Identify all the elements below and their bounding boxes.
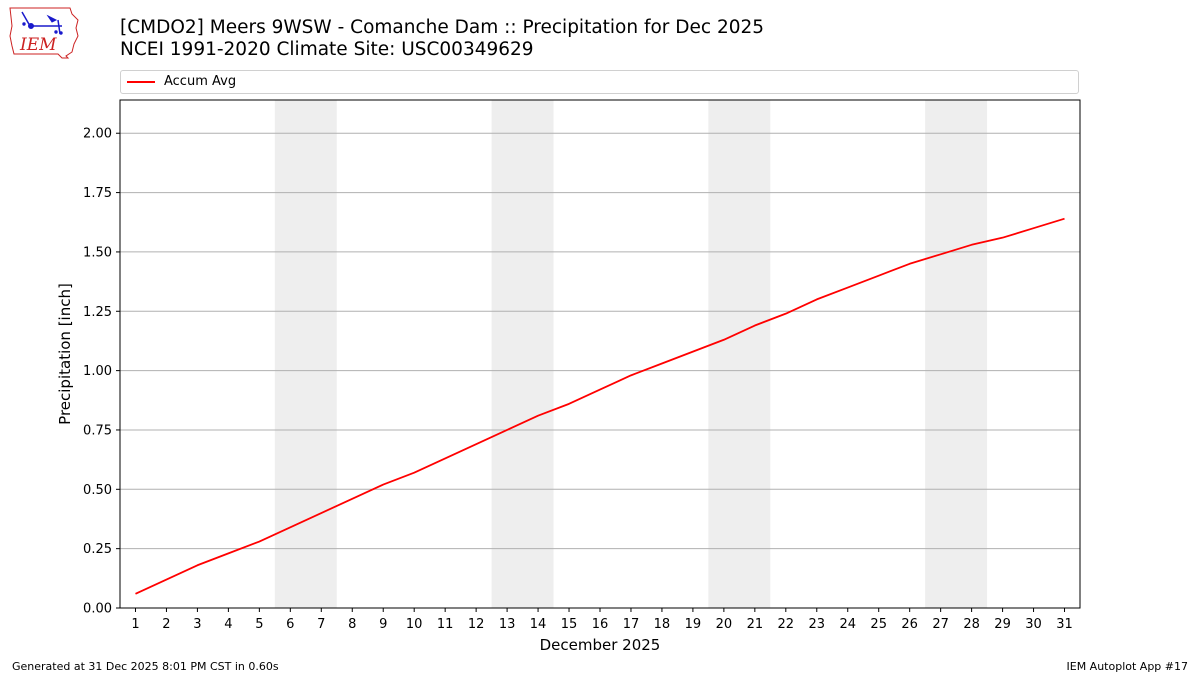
grid-lines — [120, 132, 1080, 550]
x-tick-label-7: 7 — [317, 617, 325, 632]
x-tick-label-3: 3 — [193, 617, 201, 632]
x-tick-label-9: 9 — [379, 617, 387, 632]
x-tick-label-15: 15 — [561, 617, 578, 632]
weekend-band-2 — [491, 100, 554, 608]
chart-title: [CMDO2] Meers 9WSW - Comanche Dam :: Pre… — [120, 17, 765, 38]
footer-app-text: IEM Autoplot App #17 — [1066, 660, 1189, 673]
y-tick-label-1: 0.25 — [83, 542, 112, 557]
logo-text: IEM — [19, 35, 57, 55]
weekend-band-3 — [708, 100, 771, 608]
x-tick-label-12: 12 — [468, 617, 485, 632]
x-tick-label-17: 17 — [623, 617, 640, 632]
x-tick-label-30: 30 — [1025, 617, 1042, 632]
x-tick-label-31: 31 — [1056, 617, 1073, 632]
x-tick-label-11: 11 — [437, 617, 454, 632]
x-axis-label: December 2025 — [540, 636, 661, 654]
y-tick-label-8: 2.00 — [83, 127, 112, 142]
weekend-band-1 — [274, 100, 337, 608]
y-tick-label-7: 1.75 — [83, 186, 112, 201]
x-tick-label-14: 14 — [530, 617, 547, 632]
y-tick-label-0: 0.00 — [83, 602, 112, 617]
y-tick-label-4: 1.00 — [83, 364, 112, 379]
logo-state-outline — [9, 7, 79, 59]
iem-logo: IEM — [9, 7, 79, 59]
x-tick-label-18: 18 — [654, 617, 671, 632]
x-tick-label-26: 26 — [901, 617, 918, 632]
x-tick-label-19: 19 — [685, 617, 702, 632]
weekend-bands — [274, 100, 988, 608]
y-axis-label: Precipitation [inch] — [56, 283, 74, 425]
x-tick-label-6: 6 — [286, 617, 294, 632]
series-line-1 — [135, 217, 1065, 595]
legend-swatch-accum-avg — [127, 81, 155, 83]
x-tick-label-21: 21 — [747, 617, 764, 632]
x-tick-label-24: 24 — [839, 617, 856, 632]
y-tick-label-6: 1.50 — [83, 245, 112, 260]
x-tick-label-16: 16 — [592, 617, 609, 632]
y-tick-label-5: 1.25 — [83, 305, 112, 320]
x-tick-label-23: 23 — [809, 617, 826, 632]
x-tick-label-2: 2 — [162, 617, 170, 632]
x-tick-label-1: 1 — [131, 617, 139, 632]
chart-subtitle: NCEI 1991-2020 Climate Site: USC00349629 — [120, 39, 534, 60]
legend-label-accum-avg: Accum Avg — [164, 74, 237, 89]
x-tick-label-28: 28 — [963, 617, 980, 632]
x-tick-label-29: 29 — [994, 617, 1011, 632]
x-axis: 1 2 3 4 5 6 7 8 9 10 11 12 13 14 15 16 17 18 19 20 21 22 23 24 2… — [131, 608, 1073, 632]
x-tick-label-25: 25 — [870, 617, 887, 632]
legend: Accum Avg — [120, 70, 1079, 94]
weekend-band-4 — [925, 100, 988, 608]
x-tick-label-27: 27 — [932, 617, 949, 632]
x-tick-label-22: 22 — [778, 617, 795, 632]
x-tick-label-5: 5 — [255, 617, 263, 632]
logo-weather-station-icon — [21, 11, 63, 35]
x-tick-label-10: 10 — [406, 617, 423, 632]
y-axis: 0.00 0.25 0.50 0.75 1.00 1.25 1.50 1.75 2.00 — [83, 127, 120, 617]
x-tick-label-8: 8 — [348, 617, 356, 632]
x-tick-label-13: 13 — [499, 617, 516, 632]
y-tick-label-2: 0.50 — [83, 483, 112, 498]
y-tick-label-3: 0.75 — [83, 423, 112, 438]
x-tick-label-20: 20 — [716, 617, 733, 632]
series-layer — [135, 217, 1065, 595]
footer-generated-text: Generated at 31 Dec 2025 8:01 PM CST in … — [12, 660, 279, 673]
x-tick-label-4: 4 — [224, 617, 232, 632]
